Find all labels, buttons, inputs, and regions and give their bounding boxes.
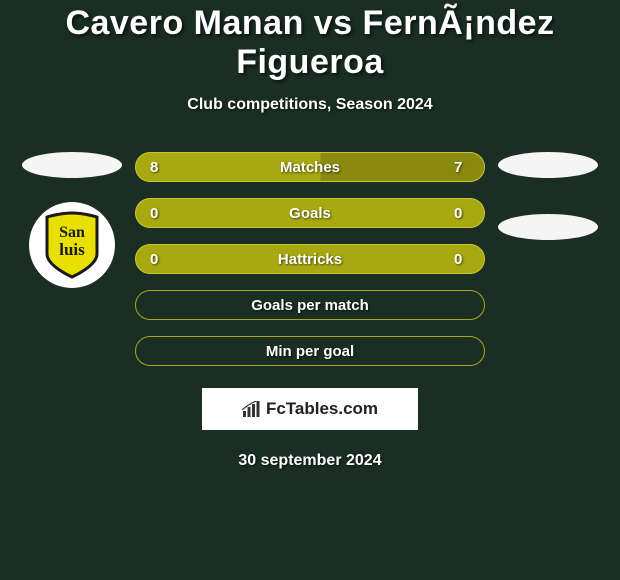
fctables-logo: FcTables.com [202, 388, 418, 430]
stat-bar-matches: 8 Matches 7 [135, 152, 485, 182]
logo-text: FcTables.com [266, 399, 378, 419]
stat-label: Goals [289, 205, 331, 222]
svg-text:luis: luis [59, 240, 85, 259]
bar-chart-icon [242, 401, 262, 417]
stat-right-value: 0 [454, 251, 470, 268]
stats-column: 8 Matches 7 0 Goals 0 0 Hattricks 0 Goal… [135, 152, 485, 366]
left-player-col: San luis [17, 152, 127, 288]
right-club-ellipse [498, 214, 598, 240]
left-flag-icon [22, 152, 122, 178]
subtitle: Club competitions, Season 2024 [0, 96, 620, 114]
stat-label: Goals per match [251, 297, 369, 314]
svg-text:San: San [59, 224, 85, 241]
logo-prefix: Fc [266, 399, 286, 418]
page-title: Cavero Manan vs FernÃ¡ndez Figueroa [0, 4, 620, 82]
stat-label: Min per goal [266, 343, 354, 360]
stat-bar-min-per-goal: Min per goal [135, 336, 485, 366]
left-club-badge: San luis [29, 202, 115, 288]
stat-label: Hattricks [278, 251, 342, 268]
stat-right-value: 7 [454, 159, 470, 176]
stat-right-value: 0 [454, 205, 470, 222]
date-text: 30 september 2024 [0, 452, 620, 470]
content-row: San luis 8 Matches 7 0 Goals 0 0 Hattric… [0, 152, 620, 366]
san-luis-shield-icon: San luis [39, 210, 105, 280]
stat-bar-goals: 0 Goals 0 [135, 198, 485, 228]
stat-left-value: 0 [150, 251, 166, 268]
stat-bar-hattricks: 0 Hattricks 0 [135, 244, 485, 274]
stat-label: Matches [280, 159, 340, 176]
comparison-card: Cavero Manan vs FernÃ¡ndez Figueroa Club… [0, 0, 620, 470]
stat-left-value: 8 [150, 159, 166, 176]
right-flag-icon [498, 152, 598, 178]
stat-left-value: 0 [150, 205, 166, 222]
logo-suffix: Tables.com [286, 399, 378, 418]
right-player-col [493, 152, 603, 240]
stat-bar-goals-per-match: Goals per match [135, 290, 485, 320]
